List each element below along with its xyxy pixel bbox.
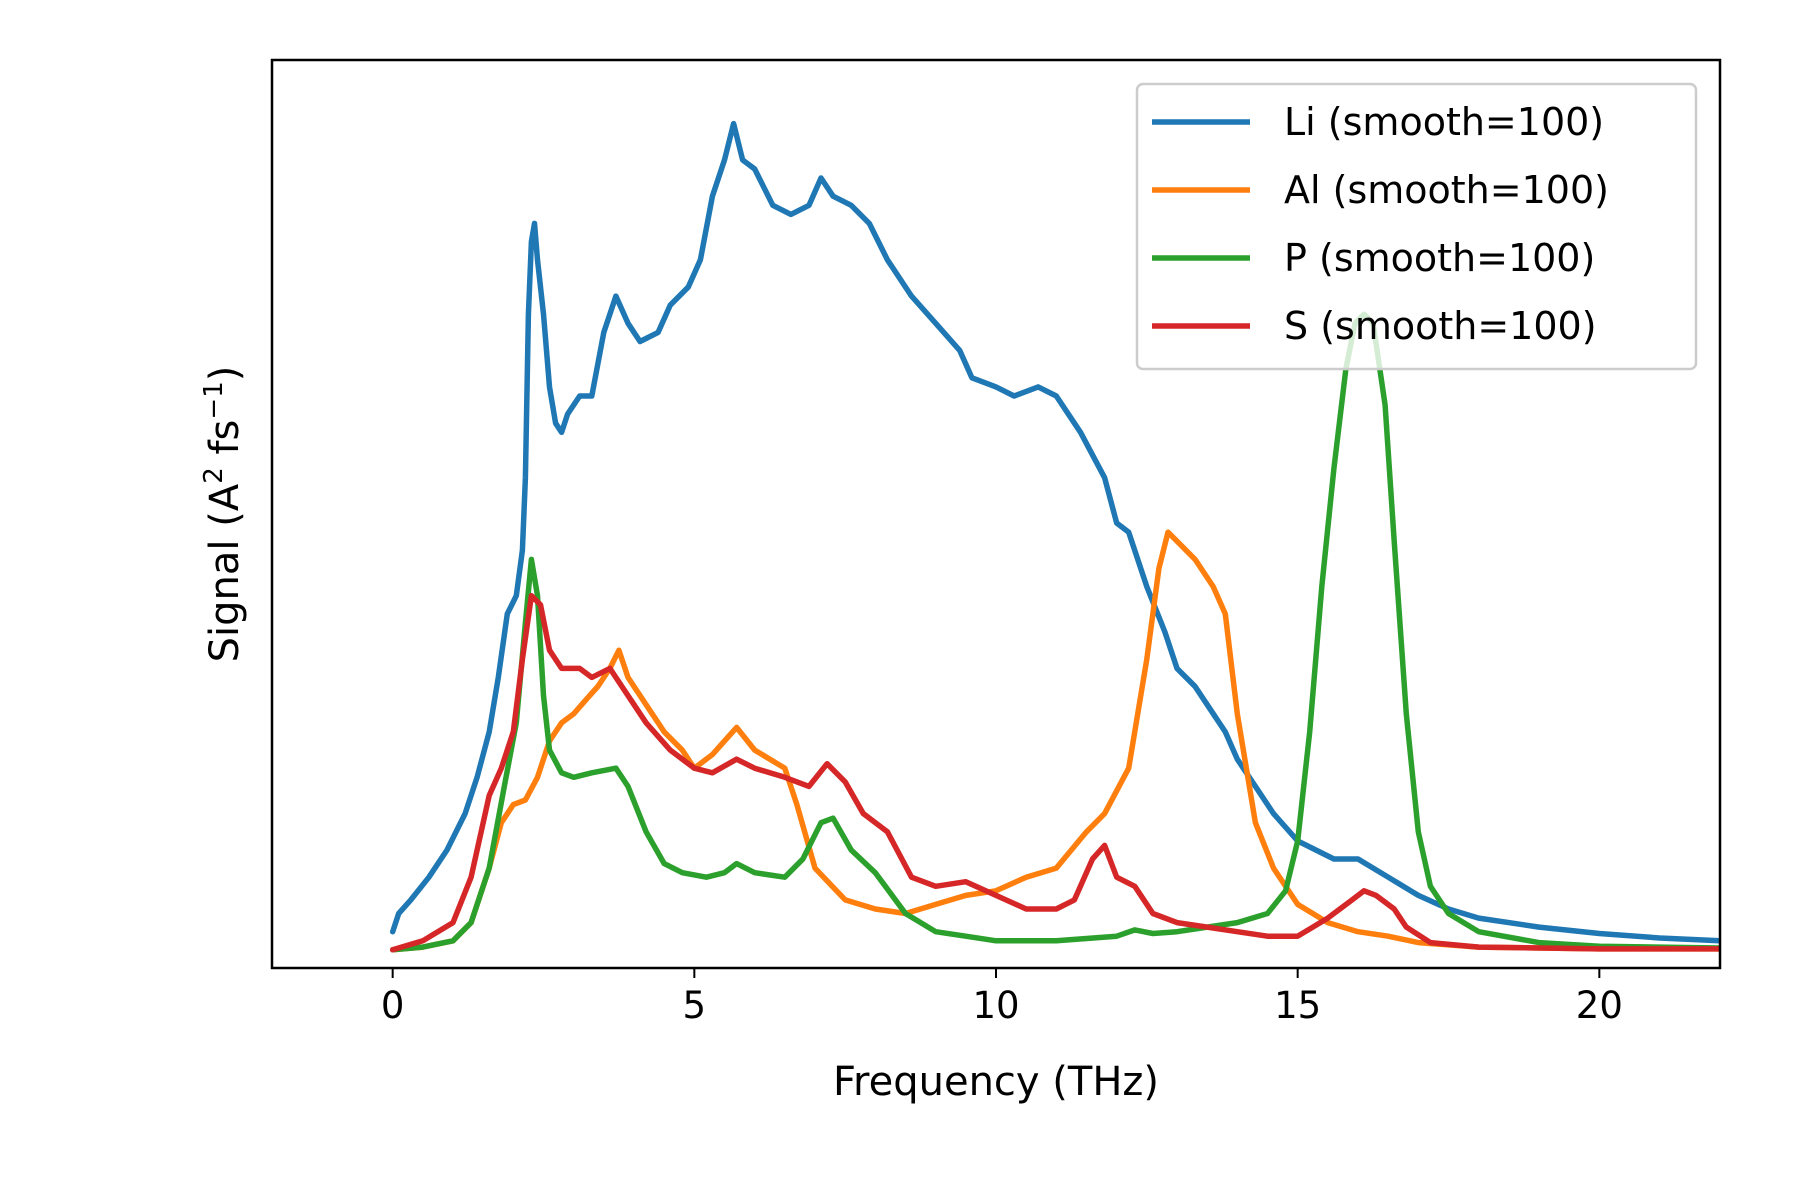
series-line-0 [389,120,1720,944]
x-axis-label: Frequency (THz) [833,1059,1159,1105]
legend-label-3: S (smooth=100) [1284,304,1597,348]
y-axis-label: Signal (A2 fs−1) [199,366,248,663]
x-axis: 0 5 10 15 20 [381,968,1623,1027]
legend-label-1: Al (smooth=100) [1284,168,1609,212]
x-tick-label: 10 [972,984,1019,1027]
series-line-1 [389,529,1720,953]
legend-label-0: Li (smooth=100) [1284,100,1604,144]
x-tick-label: 0 [381,984,405,1027]
x-tick-label: 15 [1274,984,1321,1027]
legend-box [1135,82,1698,371]
x-tick-label: 20 [1576,984,1623,1027]
series-line-3 [389,592,1720,953]
x-tick-label: 5 [683,984,707,1027]
legend: Li (smooth=100) Al (smooth=100) P (smooth=… [1135,82,1698,371]
legend-label-2: P (smooth=100) [1284,236,1595,280]
